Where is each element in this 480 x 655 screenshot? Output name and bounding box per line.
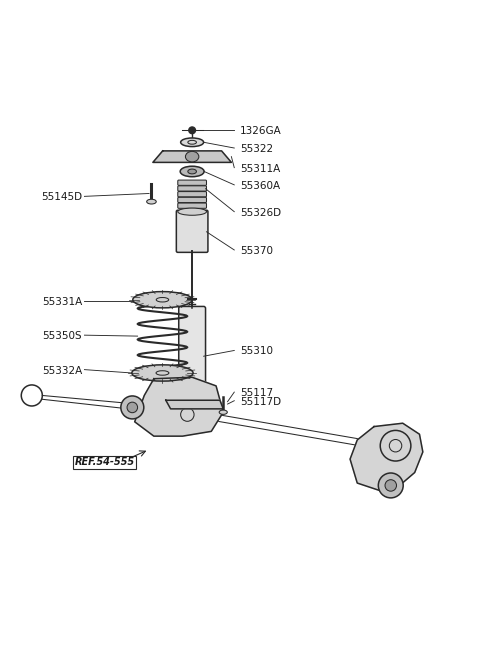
Text: 1326GA: 1326GA [240,126,282,136]
Circle shape [127,402,138,413]
Circle shape [385,479,396,491]
Text: 55117D: 55117D [240,397,281,407]
FancyBboxPatch shape [178,180,206,185]
Circle shape [189,127,195,134]
FancyBboxPatch shape [178,197,206,202]
Ellipse shape [188,169,196,174]
Ellipse shape [185,151,199,162]
Text: 55326D: 55326D [240,208,281,217]
FancyBboxPatch shape [178,191,206,197]
Ellipse shape [178,208,206,215]
Text: 55331A: 55331A [42,297,82,307]
FancyBboxPatch shape [179,307,205,408]
Text: 55370: 55370 [240,246,273,256]
Text: 55117: 55117 [240,388,273,398]
Text: 55311A: 55311A [240,164,280,174]
Polygon shape [135,377,223,436]
Ellipse shape [219,410,228,415]
Ellipse shape [180,138,204,147]
Ellipse shape [132,365,193,381]
Text: REF.54-555: REF.54-555 [75,457,135,468]
Ellipse shape [147,199,156,204]
Circle shape [121,396,144,419]
Text: 55145D: 55145D [41,193,82,202]
Text: 55310: 55310 [240,346,273,356]
Ellipse shape [180,166,204,177]
Polygon shape [153,151,231,162]
Text: 55332A: 55332A [42,365,82,375]
Text: 55360A: 55360A [240,181,280,191]
Text: 55350S: 55350S [42,331,82,341]
Polygon shape [166,400,223,409]
Text: 55322: 55322 [240,144,273,154]
Ellipse shape [133,291,192,308]
FancyBboxPatch shape [178,186,206,191]
Polygon shape [350,423,423,490]
FancyBboxPatch shape [176,210,208,252]
FancyBboxPatch shape [178,203,206,208]
Circle shape [378,473,403,498]
